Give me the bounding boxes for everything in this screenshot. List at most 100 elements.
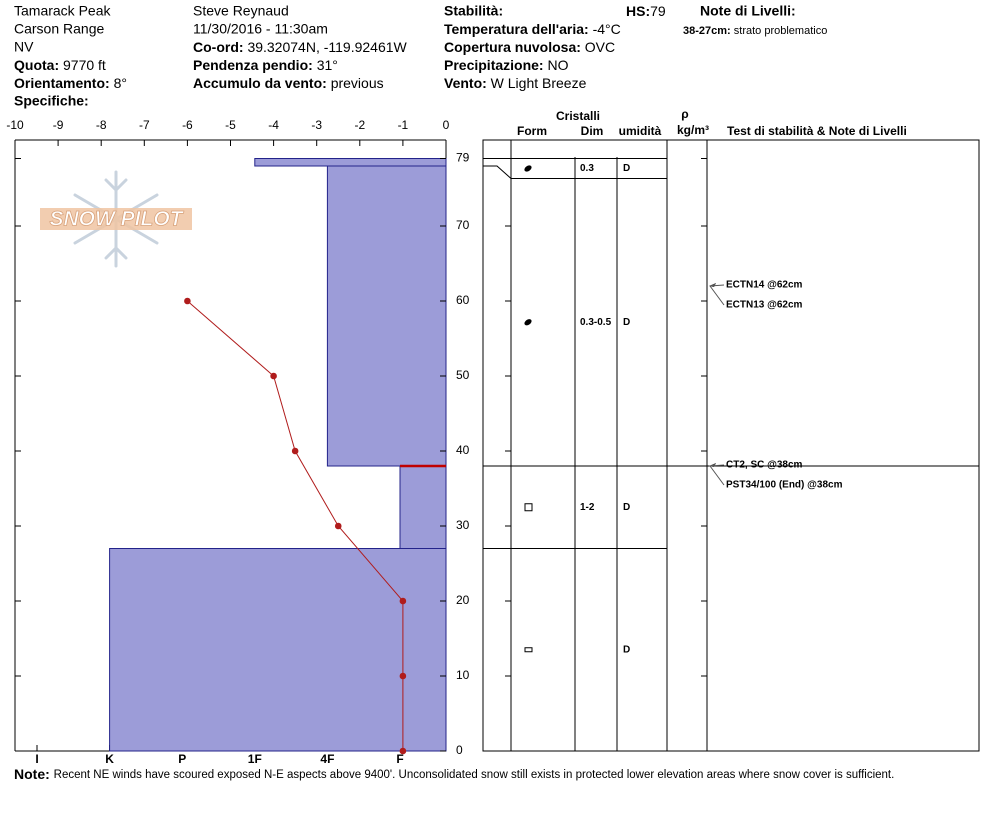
temperature-point	[399, 747, 407, 755]
test-arrowhead	[709, 283, 716, 287]
note: Note: Recent NE winds have scoured expos…	[14, 766, 894, 782]
layer-notes-title: Note di Livelli:	[700, 3, 796, 19]
logo-text: SNOW PILOT	[50, 208, 185, 231]
y-tick-label: 0	[456, 743, 463, 757]
x-tick-label: 0	[443, 118, 450, 132]
grain-icon	[524, 503, 533, 512]
y-tick-label: 70	[456, 218, 470, 232]
test-label: ECTN13 @62cm	[726, 300, 803, 311]
x-tick-label: -8	[96, 118, 107, 132]
col-header: Cristalli	[556, 109, 600, 123]
aspect: Orientamento: 8°	[14, 75, 127, 91]
logo-band	[40, 208, 192, 230]
hardness-bar	[109, 548, 447, 752]
y-tick-label: 50	[456, 368, 470, 382]
value: NO	[547, 57, 568, 73]
label: Orientamento:	[14, 75, 110, 91]
y-tick-label: 79	[456, 151, 470, 165]
test-label: PST34/100 (End) @38cm	[726, 480, 843, 491]
wind-loading: Accumulo da vento: previous	[193, 75, 384, 91]
x-tick-label: -6	[182, 118, 193, 132]
test-arrow	[709, 285, 725, 306]
value: OVC	[585, 39, 615, 55]
hardness-label: P	[178, 752, 186, 766]
value: 8°	[114, 75, 127, 91]
wind: Vento: W Light Breeze	[444, 75, 587, 91]
y-tick-label: 40	[456, 443, 470, 457]
x-tick-label: -4	[268, 118, 279, 132]
test-arrow	[709, 465, 725, 486]
moisture: D	[623, 317, 630, 328]
slope: Pendenza pendio: 31°	[193, 57, 338, 73]
col-header: ρ	[681, 107, 688, 121]
grain-size: 1-2	[580, 502, 595, 513]
moisture: D	[623, 163, 630, 174]
temperature-point	[399, 672, 407, 680]
coords: Co-ord: 39.32074N, -119.92461W	[193, 39, 408, 55]
test-arrowhead	[709, 463, 716, 467]
value: 31°	[317, 57, 338, 73]
text: strato problematico	[734, 25, 828, 37]
layer-note: 38-27cm: strato problematico	[683, 25, 827, 37]
moisture: D	[623, 502, 630, 513]
hardness-bar	[254, 158, 447, 167]
hardness-label: 1F	[248, 752, 262, 766]
grain-icon	[524, 647, 533, 653]
value: 9770 ft	[63, 57, 106, 73]
label: Vento:	[444, 75, 487, 91]
label: Copertura nuvolosa:	[444, 39, 581, 55]
hardness-label: 4F	[320, 752, 334, 766]
col-header: Test di stabilità & Note di Livelli	[727, 124, 907, 138]
grain-icon	[524, 165, 532, 172]
value: previous	[331, 75, 384, 91]
hs: HS:79	[626, 3, 666, 19]
col-header: umidità	[619, 124, 662, 138]
sky: Copertura nuvolosa: OVC	[444, 39, 615, 55]
y-tick-label: 60	[456, 293, 470, 307]
stability: Stabilità:	[444, 3, 503, 19]
specifics: Specifiche:	[14, 93, 89, 109]
value: 39.32074N, -119.92461W	[247, 39, 407, 55]
temperature-point	[291, 447, 299, 455]
grain-size: 0.3	[580, 163, 594, 174]
grain-size: 0.3-0.5	[580, 317, 612, 328]
layer-connector	[483, 165, 512, 179]
x-tick-label: -5	[225, 118, 236, 132]
observer: Steve Reynaud	[193, 3, 289, 19]
elevation: Quota: 9770 ft	[14, 57, 106, 73]
col-header: Dim	[581, 124, 604, 138]
x-tick-label: -1	[398, 118, 409, 132]
grain-icon	[524, 319, 532, 326]
label: Accumulo da vento:	[193, 75, 327, 91]
value: -4°C	[593, 21, 621, 37]
x-tick-label: -10	[6, 118, 24, 132]
x-tick-label: -3	[311, 118, 322, 132]
temperature-point	[399, 597, 407, 605]
air-temp: Temperatura dell'aria: -4°C	[444, 21, 621, 37]
temperature-point	[334, 522, 342, 530]
value: W Light Breeze	[491, 75, 587, 91]
label: Pendenza pendio:	[193, 57, 313, 73]
label: Precipitazione:	[444, 57, 544, 73]
temperature-point	[184, 297, 191, 305]
moisture: D	[623, 644, 630, 655]
y-tick-label: 20	[456, 593, 470, 607]
label: Note:	[14, 766, 50, 782]
temperature-point	[270, 372, 277, 380]
test-label: CT2, SC @38cm	[726, 460, 803, 471]
site: Tamarack Peak	[14, 3, 111, 19]
datetime: 11/30/2016 - 11:30am	[193, 21, 328, 37]
x-tick-label: -2	[354, 118, 365, 132]
hardness-label: F	[396, 752, 403, 766]
y-tick-label: 30	[456, 518, 470, 532]
col-header: Form	[517, 124, 547, 138]
label: HS:	[626, 3, 650, 19]
range: Carson Range	[14, 21, 104, 37]
range: 38-27cm:	[683, 25, 731, 37]
hardness-bar	[399, 465, 447, 549]
x-tick-label: -9	[53, 118, 64, 132]
x-tick-label: -7	[139, 118, 150, 132]
test-label: ECTN14 @62cm	[726, 280, 803, 291]
label: Temperatura dell'aria:	[444, 21, 589, 37]
